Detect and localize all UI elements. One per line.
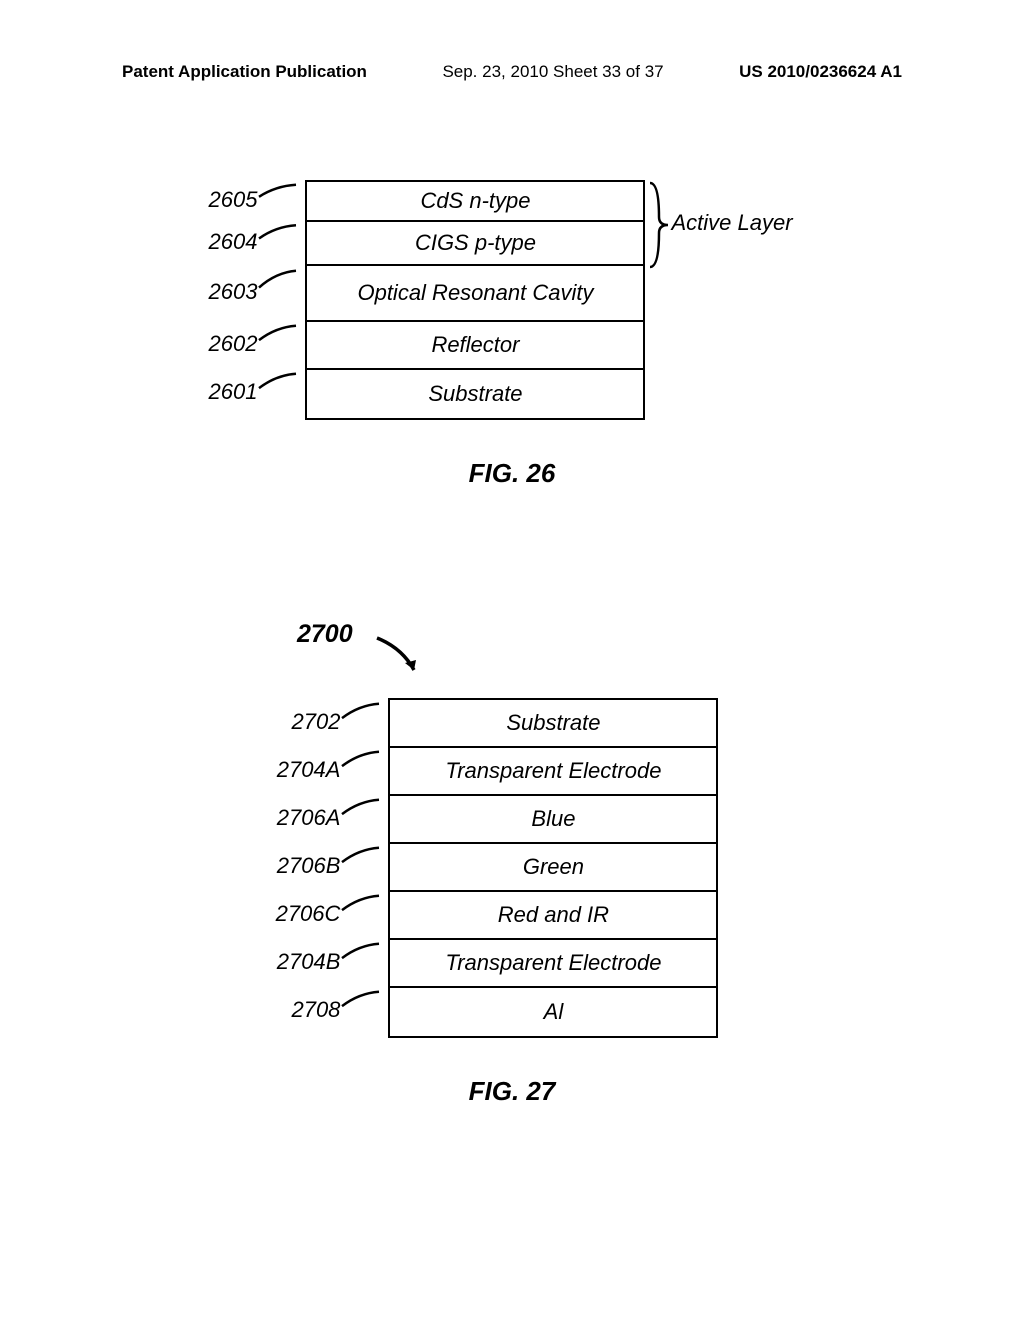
- curly-brace-icon: [647, 180, 671, 270]
- layer-ref-label: 2601: [209, 368, 300, 416]
- pointer-icon: [257, 320, 299, 368]
- fig26-label-column: 2605 2604 2603 2602 2601: [209, 180, 300, 416]
- layer-cell: CIGS p-type: [307, 222, 643, 266]
- layer-cell: Transparent Electrode: [390, 940, 716, 988]
- header-date-sheet: Sep. 23, 2010 Sheet 33 of 37: [442, 62, 663, 82]
- pointer-icon: [340, 890, 382, 938]
- pointer-icon: [340, 794, 382, 842]
- layer-ref-label: 2602: [209, 320, 300, 368]
- pointer-icon: [340, 698, 382, 746]
- header-publication: Patent Application Publication: [122, 62, 367, 82]
- layer-cell: Al: [390, 988, 716, 1036]
- ref-number: 2706C: [276, 901, 341, 927]
- pointer-icon: [340, 746, 382, 794]
- layer-cell: CdS n-type: [307, 182, 643, 222]
- layer-ref-label: 2706B: [277, 842, 383, 890]
- layer-cell: Substrate: [390, 700, 716, 748]
- ref-number: 2603: [209, 279, 258, 305]
- page-header: Patent Application Publication Sep. 23, …: [0, 62, 1024, 82]
- ref-number: 2704A: [277, 757, 341, 783]
- layer-ref-label: 2706A: [277, 794, 383, 842]
- fig26-diagram: 2605 2604 2603 2602 2601 CdS n-typeCIGS …: [0, 180, 1024, 420]
- fig27-diagram: 2702 2704A 2706A 2706B 2706C 2704B 2708 …: [0, 698, 1024, 1038]
- ref-number: 2604: [209, 229, 258, 255]
- reference-arrow-icon: [372, 630, 432, 680]
- layer-ref-label: 2708: [291, 986, 382, 1034]
- layer-ref-label: 2605: [209, 180, 300, 220]
- ref-number: 2706B: [277, 853, 341, 879]
- layer-cell: Red and IR: [390, 892, 716, 940]
- layer-ref-label: 2704A: [277, 746, 383, 794]
- pointer-icon: [340, 986, 382, 1034]
- layer-ref-label: 2704B: [277, 938, 383, 986]
- layer-cell: Optical Resonant Cavity: [307, 266, 643, 322]
- ref-number: 2706A: [277, 805, 341, 831]
- ref-number: 2704B: [277, 949, 341, 975]
- fig27-reference-number: 2700: [297, 620, 353, 649]
- layer-cell: Green: [390, 844, 716, 892]
- ref-number: 2605: [209, 187, 258, 213]
- fig26-layer-stack: CdS n-typeCIGS p-typeOptical Resonant Ca…: [305, 180, 645, 420]
- ref-number: 2601: [209, 379, 258, 405]
- fig27-layer-stack: SubstrateTransparent ElectrodeBlueGreenR…: [388, 698, 718, 1038]
- layer-ref-label: 2604: [209, 220, 300, 264]
- pointer-icon: [340, 938, 382, 986]
- fig26-caption: FIG. 26: [0, 458, 1024, 489]
- header-id: US 2010/0236624 A1: [739, 62, 902, 82]
- pointer-icon: [257, 368, 299, 416]
- layer-cell: Substrate: [307, 370, 643, 418]
- ref-number: 2702: [291, 709, 340, 735]
- active-layer-label: Active Layer: [671, 210, 792, 236]
- layer-cell: Transparent Electrode: [390, 748, 716, 796]
- layer-ref-label: 2603: [209, 264, 300, 320]
- ref-number: 2708: [291, 997, 340, 1023]
- layer-ref-label: 2706C: [276, 890, 383, 938]
- layer-cell: Reflector: [307, 322, 643, 370]
- figure-27: 2700 2702 2704A 2706A 2706B 2706C 2704B …: [0, 620, 1024, 1107]
- figure-26: 2605 2604 2603 2602 2601 CdS n-typeCIGS …: [0, 180, 1024, 489]
- pointer-icon: [257, 180, 299, 220]
- fig27-label-column: 2702 2704A 2706A 2706B 2706C 2704B 2708: [276, 698, 383, 1034]
- pointer-icon: [257, 220, 299, 264]
- layer-cell: Blue: [390, 796, 716, 844]
- pointer-icon: [340, 842, 382, 890]
- ref-number: 2602: [209, 331, 258, 357]
- pointer-icon: [257, 264, 299, 320]
- fig27-caption: FIG. 27: [0, 1076, 1024, 1107]
- layer-ref-label: 2702: [291, 698, 382, 746]
